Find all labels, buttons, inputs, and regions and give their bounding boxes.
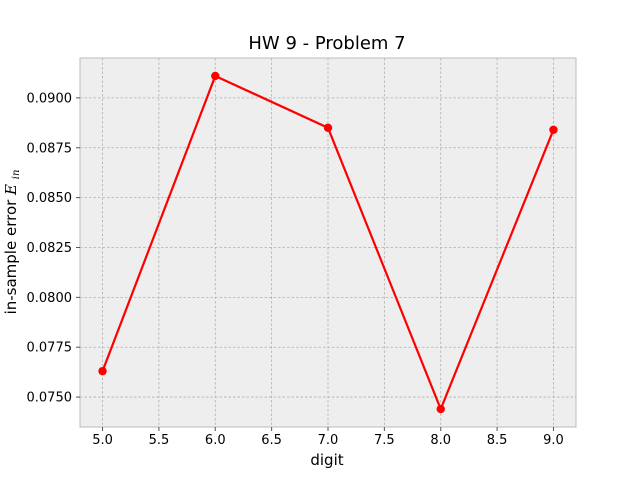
series-layer <box>98 71 558 414</box>
y-tick-label: 0.0800 <box>27 291 73 306</box>
y-axis-label: in-sample error E in <box>2 170 22 315</box>
grid-lines <box>80 58 576 427</box>
data-point <box>436 404 445 414</box>
y-tick-label: 0.0775 <box>27 341 73 356</box>
data-point <box>549 125 558 135</box>
y-tick-label: 0.0900 <box>27 91 73 106</box>
x-tick-label: 7.5 <box>374 433 395 448</box>
x-tick-label: 6.5 <box>261 433 282 448</box>
y-tick-label: 0.0750 <box>27 391 73 406</box>
x-tick-label: 9.0 <box>543 433 564 448</box>
x-tick-label: 8.0 <box>430 433 451 448</box>
x-tick-label: 5.0 <box>92 433 113 448</box>
x-tick-label: 8.5 <box>487 433 508 448</box>
y-axis-label-symbol: E <box>2 184 20 196</box>
x-axis-label: digit <box>310 451 343 469</box>
y-axis-label-subscript: in <box>11 170 22 180</box>
x-tick-label: 6.0 <box>205 433 226 448</box>
y-tick-label: 0.0875 <box>27 141 73 156</box>
data-point <box>98 366 107 376</box>
data-point <box>211 71 220 81</box>
chart-title: HW 9 - Problem 7 <box>248 33 405 54</box>
x-tick-label: 7.0 <box>318 433 339 448</box>
data-point <box>323 123 333 133</box>
y-tick-label: 0.0825 <box>27 241 73 256</box>
y-tick-label: 0.0850 <box>27 191 73 206</box>
y-axis-label-text: in-sample error <box>2 195 20 314</box>
x-tick-label: 5.5 <box>149 433 170 448</box>
tick-labels: 5.0 5.5 6.0 6.5 7.0 7.5 8.0 8.5 9.0 0.0750 0.0775 0… <box>27 91 564 448</box>
